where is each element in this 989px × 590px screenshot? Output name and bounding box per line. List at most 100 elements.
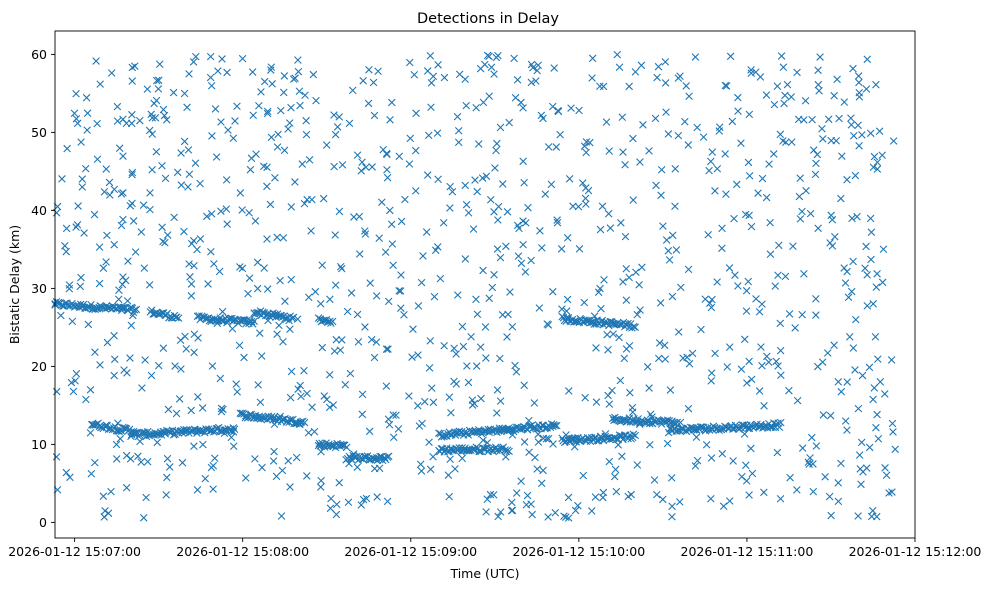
data-point bbox=[564, 387, 573, 395]
data-point bbox=[479, 266, 487, 275]
data-point bbox=[138, 384, 146, 392]
data-point bbox=[386, 116, 394, 124]
data-point bbox=[420, 397, 429, 406]
data-point bbox=[508, 498, 516, 507]
data-point bbox=[310, 427, 319, 436]
data-point bbox=[482, 172, 491, 181]
data-point bbox=[319, 194, 328, 203]
data-point bbox=[867, 512, 876, 521]
data-point bbox=[722, 82, 731, 90]
data-point bbox=[113, 102, 122, 111]
data-point bbox=[146, 189, 154, 197]
data-point bbox=[732, 180, 741, 189]
data-point bbox=[112, 455, 121, 463]
data-point bbox=[317, 447, 325, 456]
data-point bbox=[152, 148, 161, 156]
data-point bbox=[889, 428, 897, 436]
data-point bbox=[395, 287, 403, 295]
data-point bbox=[196, 426, 205, 435]
data-point bbox=[478, 174, 487, 182]
data-point bbox=[328, 317, 337, 326]
data-point bbox=[869, 163, 878, 172]
data-point bbox=[348, 86, 357, 95]
data-point bbox=[331, 130, 340, 139]
data-point bbox=[891, 445, 899, 454]
data-point bbox=[464, 209, 473, 217]
data-point bbox=[175, 395, 184, 403]
data-point bbox=[855, 451, 864, 459]
data-point bbox=[341, 380, 350, 389]
data-point bbox=[818, 124, 826, 133]
data-point bbox=[591, 493, 600, 501]
data-point bbox=[217, 118, 225, 126]
data-point bbox=[718, 244, 726, 253]
data-point bbox=[562, 513, 570, 521]
data-point bbox=[472, 362, 481, 370]
data-point bbox=[412, 109, 420, 118]
data-point bbox=[564, 493, 573, 502]
data-point bbox=[104, 509, 113, 518]
data-point bbox=[482, 508, 490, 516]
data-point bbox=[815, 87, 823, 95]
data-point bbox=[812, 442, 821, 450]
data-point bbox=[163, 454, 172, 463]
data-point bbox=[823, 349, 832, 357]
data-point bbox=[69, 387, 78, 396]
axes-frame bbox=[54, 30, 916, 539]
data-point bbox=[119, 189, 127, 197]
data-point bbox=[385, 420, 394, 429]
data-point bbox=[284, 125, 292, 133]
data-point bbox=[414, 302, 423, 310]
data-point bbox=[120, 424, 129, 432]
data-point bbox=[503, 208, 512, 216]
data-point bbox=[757, 343, 765, 351]
data-point bbox=[107, 69, 116, 77]
data-point bbox=[745, 211, 753, 220]
data-point bbox=[63, 144, 71, 153]
data-point bbox=[618, 452, 626, 461]
data-point bbox=[699, 133, 708, 141]
data-point bbox=[837, 387, 846, 396]
data-point bbox=[586, 318, 595, 327]
data-point bbox=[533, 465, 542, 473]
data-point bbox=[639, 121, 647, 129]
data-point bbox=[635, 420, 644, 429]
data-point bbox=[339, 441, 348, 449]
data-point bbox=[619, 278, 627, 286]
data-point bbox=[345, 119, 354, 128]
data-point bbox=[628, 408, 637, 416]
data-point bbox=[517, 98, 525, 107]
data-point bbox=[771, 282, 780, 290]
data-point bbox=[353, 463, 362, 471]
data-point bbox=[300, 199, 309, 208]
data-point bbox=[863, 55, 872, 64]
x-tick-label: 2026-01-12 15:12:00 bbox=[849, 544, 982, 559]
data-point bbox=[608, 386, 616, 395]
data-point bbox=[605, 147, 613, 155]
data-point bbox=[847, 287, 856, 296]
data-point bbox=[849, 64, 857, 73]
data-point bbox=[103, 231, 111, 240]
data-point bbox=[711, 349, 719, 358]
x-tick-label: 2026-01-12 15:11:00 bbox=[681, 544, 814, 559]
data-point bbox=[798, 207, 806, 216]
data-point bbox=[535, 304, 544, 312]
data-point bbox=[163, 426, 171, 435]
data-point bbox=[365, 66, 373, 74]
data-point bbox=[776, 494, 785, 503]
data-point bbox=[446, 455, 454, 463]
data-point bbox=[776, 130, 785, 139]
data-point bbox=[309, 70, 318, 79]
data-point bbox=[745, 491, 753, 499]
data-point bbox=[358, 390, 367, 399]
data-point bbox=[123, 297, 132, 305]
data-point bbox=[734, 282, 742, 290]
data-point bbox=[263, 285, 272, 293]
data-point bbox=[454, 126, 463, 135]
data-point bbox=[112, 440, 121, 449]
data-point bbox=[798, 444, 807, 452]
data-point bbox=[804, 458, 813, 467]
data-point bbox=[77, 138, 85, 146]
data-point bbox=[872, 423, 880, 432]
data-point bbox=[830, 91, 838, 100]
